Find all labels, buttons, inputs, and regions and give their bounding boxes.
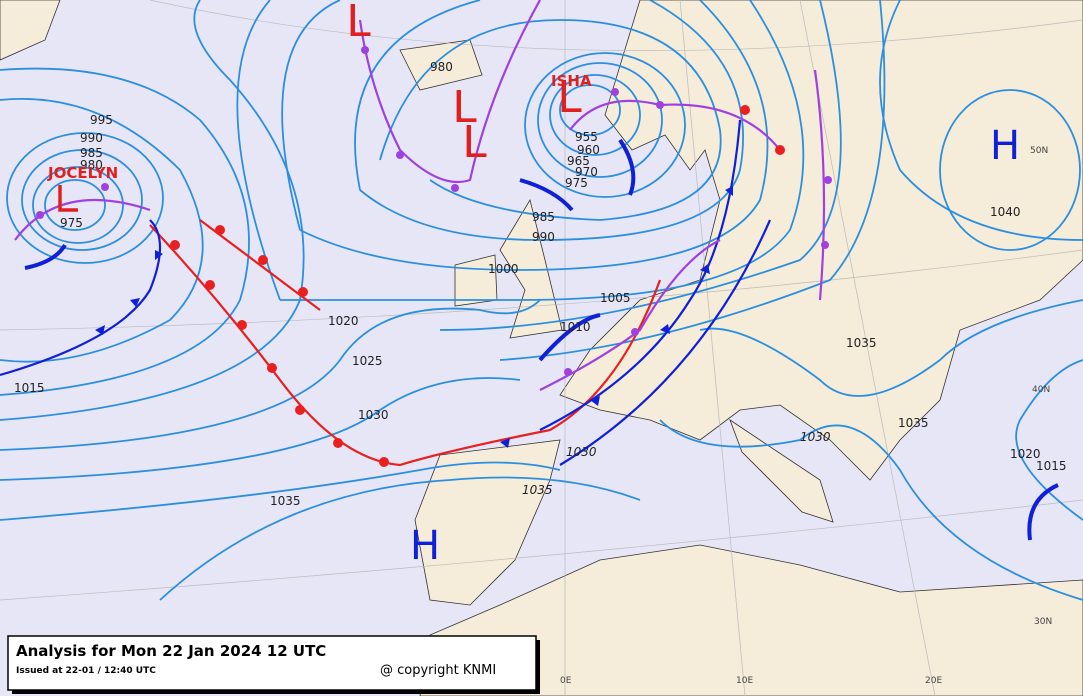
isobar-label: 1000: [488, 262, 519, 276]
grid-label: 50N: [1030, 146, 1048, 156]
isobar-label: 975: [60, 216, 83, 230]
isobar-label: 970: [575, 165, 598, 179]
high-symbol: H: [410, 523, 440, 569]
isobar-label: 1030: [358, 408, 389, 422]
isobar-label: 1035: [522, 483, 553, 497]
isobar-label: 1020: [328, 314, 359, 328]
low-symbol: L: [452, 82, 479, 133]
isobar-label: 990: [532, 230, 555, 244]
isobar-label: 1035: [270, 494, 301, 508]
isobar-label: 1005: [600, 291, 631, 305]
isobar-label: 1015: [14, 381, 45, 395]
isobar-label: 1035: [898, 416, 929, 430]
high-symbol: H: [990, 123, 1020, 169]
info-box: Analysis for Mon 22 Jan 2024 12 UTC Issu…: [7, 635, 540, 694]
low-symbol: L: [557, 72, 584, 123]
isobar-label: 985: [80, 146, 103, 160]
low-symbol: L: [346, 0, 373, 47]
isobar-label: 980: [430, 60, 453, 74]
low-symbol: L: [462, 117, 489, 168]
isobar-label: 965: [567, 154, 590, 168]
isobar-label: 1040: [990, 205, 1021, 219]
pressure-systems: L L L L L H H JOCELYN ISHA: [47, 0, 1020, 569]
isobar-label: 975: [565, 176, 588, 190]
isobar-label: 1015: [1036, 459, 1067, 473]
storm-name: ISHA: [551, 72, 592, 90]
storm-name: JOCELYN: [47, 164, 118, 182]
isobar-label: 995: [90, 113, 113, 127]
isobars: [0, 0, 1083, 601]
isobar-label: 985: [532, 210, 555, 224]
isobar-label: 980: [80, 158, 103, 172]
isobar-label: 1010: [560, 320, 591, 334]
grid-label: 20E: [925, 676, 942, 686]
low-symbol-jocelyn: [58, 185, 78, 212]
isobar-label: 960: [577, 143, 600, 157]
grid-labels: 50N 40N 30N 0E 10E 20E: [560, 146, 1052, 686]
issued: Issued at 22-01 / 12:40 UTC: [16, 666, 156, 676]
grid-label: 30N: [1034, 617, 1052, 627]
grid-label: 40N: [1032, 385, 1050, 395]
isobar-label: 1025: [352, 354, 383, 368]
isobar-label: 1020: [1010, 447, 1041, 461]
isobar-label: 1030: [566, 445, 597, 459]
isobar-label: 1035: [846, 336, 877, 350]
fronts: [0, 0, 1059, 541]
isobar-label: 955: [575, 130, 598, 144]
copyright: @ copyright KNMI: [380, 663, 496, 678]
grid-label: 10E: [736, 676, 753, 686]
isobar-label: 1030: [800, 430, 831, 444]
grid-label: 0E: [560, 676, 572, 686]
title: Analysis for Mon 22 Jan 2024 12 UTC: [16, 642, 326, 660]
isobar-label: 990: [80, 131, 103, 145]
isobar-labels: 995 990 985 980 975 1015 1020 1025 1030 …: [14, 60, 1067, 508]
